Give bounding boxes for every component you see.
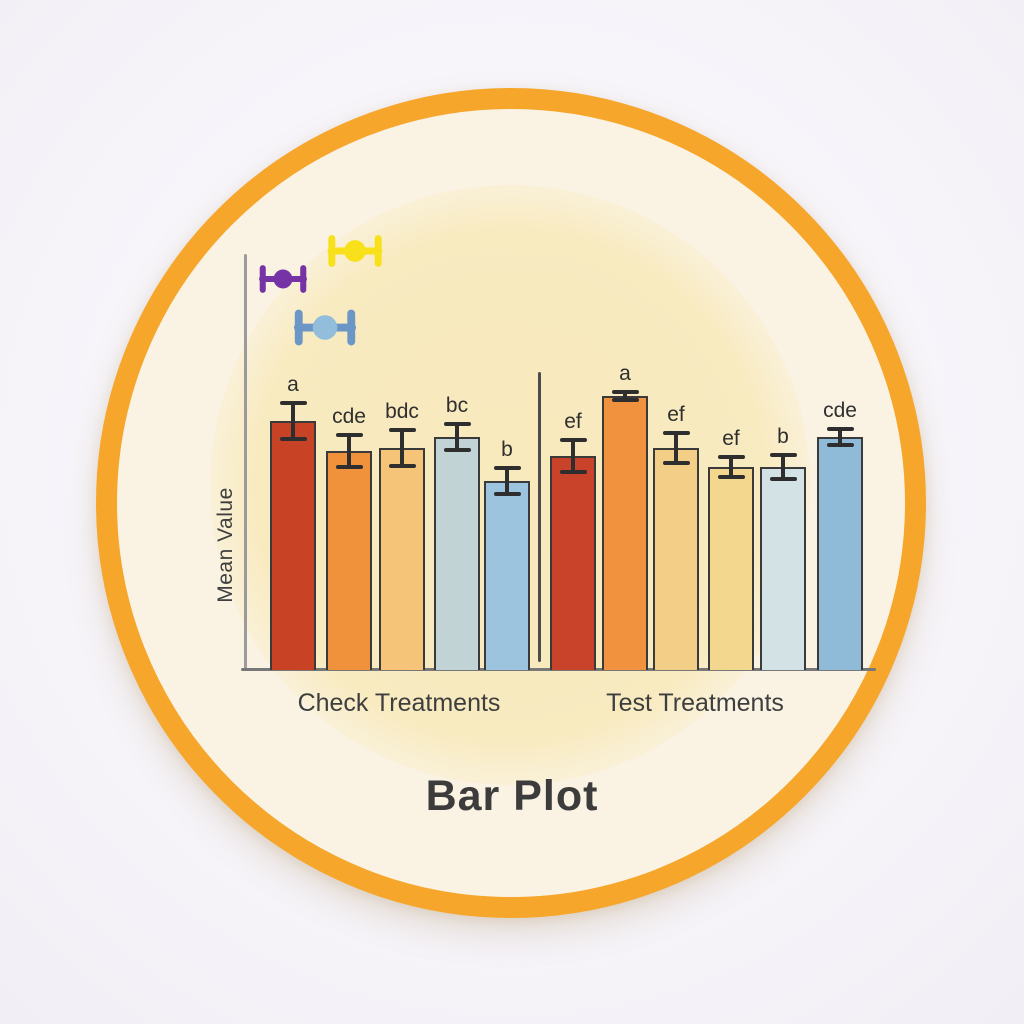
y-axis-label: Mean Value: [214, 487, 237, 603]
bar-error-cap-top: [559, 438, 587, 442]
bar: [653, 448, 699, 670]
bar-error-line: [347, 435, 351, 467]
bar: [484, 481, 530, 670]
bar: [270, 421, 316, 670]
bar-error-cap-bottom: [826, 443, 854, 447]
significance-letter: ef: [722, 427, 740, 450]
bar: [434, 437, 480, 670]
bar-error-line: [291, 403, 295, 439]
bar-error-line: [571, 440, 575, 472]
bar: [817, 437, 863, 670]
significance-letter: b: [777, 425, 789, 448]
bar-error-cap-top: [611, 390, 639, 394]
significance-letter: bdc: [385, 400, 419, 423]
group-divider-line: [538, 372, 541, 662]
x-axis-group-label-check: Check Treatments: [297, 689, 501, 717]
bar-error-line: [838, 429, 842, 445]
bar-error-cap-top: [279, 401, 307, 405]
bar: [326, 451, 372, 670]
bar-error-cap-top: [826, 427, 854, 431]
significance-letter: a: [619, 362, 631, 385]
blue-errorbar-icon: [293, 309, 357, 346]
bar-error-line: [674, 433, 678, 463]
bar-error-cap-top: [493, 466, 521, 470]
bar: [760, 467, 806, 670]
significance-letter: ef: [667, 403, 685, 426]
significance-letter: b: [501, 438, 513, 461]
bar-error-cap-top: [388, 428, 416, 432]
bar-error-cap-bottom: [279, 437, 307, 441]
bar-error-line: [400, 430, 404, 466]
bar-error-line: [505, 468, 509, 494]
bar-error-cap-bottom: [717, 475, 745, 479]
bar-error-line: [729, 457, 733, 477]
significance-letter: cde: [332, 405, 366, 428]
significance-letter: cde: [823, 399, 857, 422]
bar-error-cap-bottom: [335, 465, 363, 469]
bar-error-cap-bottom: [443, 448, 471, 452]
bar-error-cap-top: [769, 453, 797, 457]
bar-error-cap-top: [335, 433, 363, 437]
bar-error-line: [455, 424, 459, 450]
chart-title: Bar Plot: [425, 772, 599, 820]
bar-error-cap-bottom: [611, 398, 639, 402]
bar-error-cap-bottom: [388, 464, 416, 468]
bar-error-cap-top: [443, 422, 471, 426]
bar-error-cap-top: [662, 431, 690, 435]
significance-letter: a: [287, 373, 299, 396]
bar-error-cap-bottom: [769, 477, 797, 481]
bar-error-cap-top: [717, 455, 745, 459]
bar: [708, 467, 754, 670]
yellow-errorbar-icon: [327, 235, 383, 267]
bar: [550, 456, 596, 670]
bar-error-cap-bottom: [493, 492, 521, 496]
significance-letter: bc: [445, 394, 469, 417]
bar-error-cap-bottom: [559, 470, 587, 474]
bar-error-line: [623, 392, 627, 400]
bar-error-cap-bottom: [662, 461, 690, 465]
bar: [602, 396, 648, 670]
y-axis-line: [244, 254, 247, 670]
x-axis-group-label-test: Test Treatments: [606, 689, 784, 717]
significance-letter: ef: [564, 410, 582, 433]
purple-errorbar-icon: [259, 265, 307, 293]
bar-error-line: [781, 455, 785, 479]
bars-layer: a cde bdc bc b ef a ef ef b cde: [240, 362, 880, 670]
bar: [379, 448, 425, 670]
